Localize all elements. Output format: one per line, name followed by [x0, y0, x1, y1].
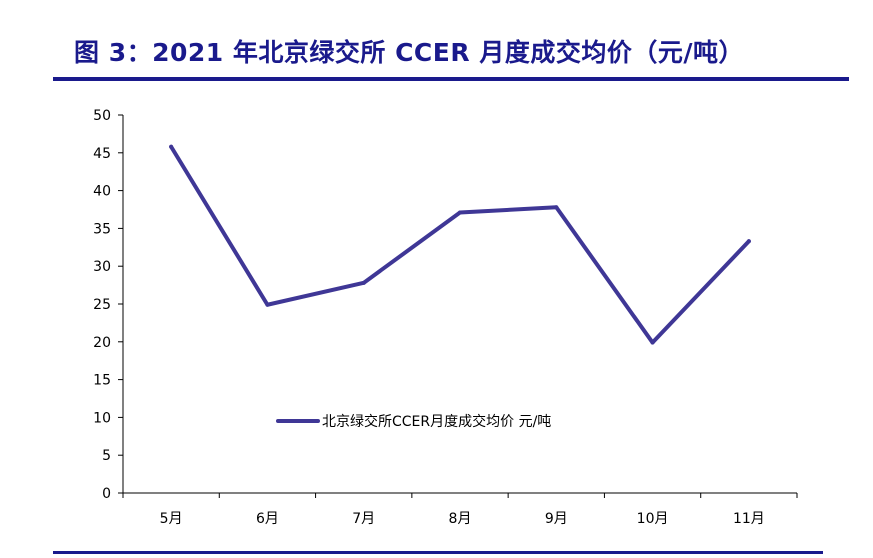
data-point [361, 280, 366, 285]
data-point [458, 210, 462, 215]
x-axis-ticks: 5月 6月 7月 8月 9月 10月 11月 [122, 493, 798, 527]
legend-label: 北京绿交所CCER月度成交均价 元/吨 [322, 413, 551, 430]
x-tick-label: 5月 [160, 511, 183, 527]
y-tick-label: 50 [93, 108, 111, 124]
chart-axes [122, 115, 797, 494]
data-point [265, 302, 270, 307]
data-point [746, 239, 751, 244]
y-tick-label: 20 [93, 335, 111, 351]
y-tick-label: 15 [93, 373, 111, 389]
data-point [650, 340, 655, 345]
chart-title: 图 3：2021 年北京绿交所 CCER 月度成交均价（元/吨） [74, 38, 744, 67]
data-point [169, 144, 174, 149]
y-tick-label: 45 [93, 146, 111, 162]
y-tick-label: 30 [93, 259, 111, 275]
bottom-rule [53, 551, 823, 554]
y-axis-ticks: 0 5 10 15 20 25 30 35 40 45 50 [93, 108, 123, 502]
series-layer [169, 144, 751, 345]
y-tick-label: 0 [102, 486, 111, 502]
x-tick-label: 10月 [637, 511, 669, 527]
legend: 北京绿交所CCER月度成交均价 元/吨 [276, 413, 551, 430]
y-tick-label: 5 [102, 448, 111, 464]
y-tick-label: 40 [93, 184, 111, 200]
x-tick-label: 7月 [352, 511, 375, 527]
x-tick-label: 6月 [256, 511, 279, 527]
data-point [554, 205, 559, 210]
x-tick-label: 8月 [449, 511, 472, 527]
y-tick-label: 25 [93, 297, 111, 313]
x-tick-label: 11月 [733, 511, 765, 527]
series-line [169, 144, 751, 345]
y-tick-label: 35 [93, 221, 111, 237]
title-underline [53, 77, 849, 81]
y-tick-label: 10 [93, 410, 111, 426]
x-tick-label: 9月 [545, 511, 568, 527]
